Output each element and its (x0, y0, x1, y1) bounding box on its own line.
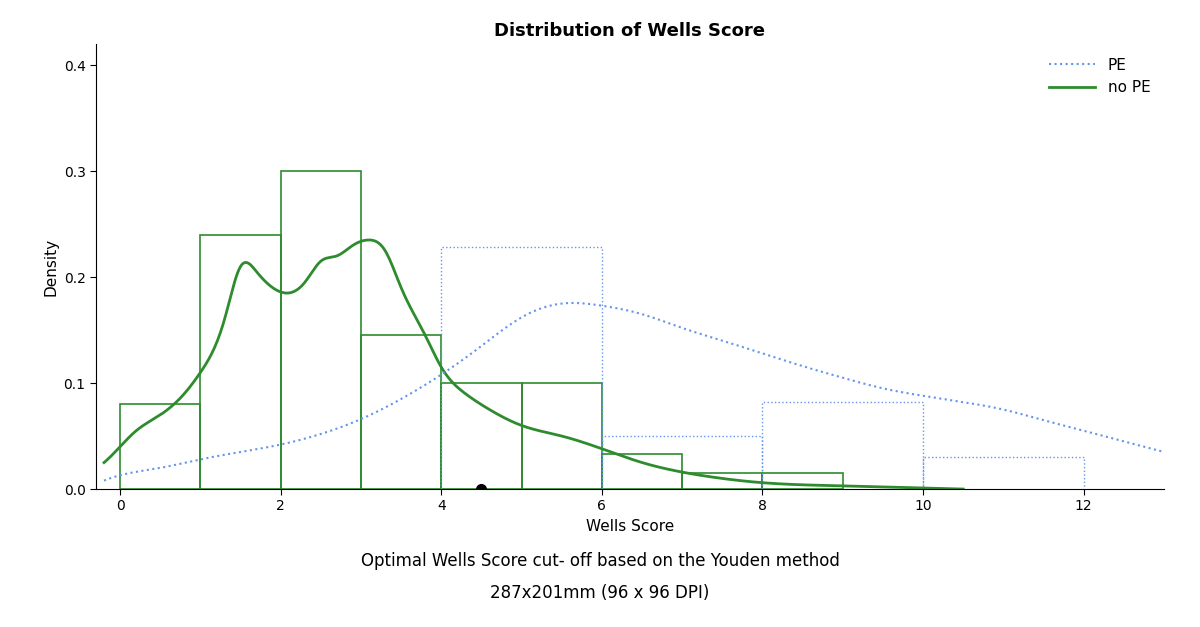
Bar (200, 234, 281, 489)
Bar (602, 454, 682, 489)
Bar (682, 473, 762, 489)
Legend: PE, no PE: PE, no PE (1043, 51, 1157, 102)
Title: Distribution of Wells Score: Distribution of Wells Score (494, 21, 766, 40)
Bar (522, 383, 602, 489)
Bar (442, 383, 522, 489)
Text: 287x201mm (96 x 96 DPI): 287x201mm (96 x 96 DPI) (491, 584, 709, 601)
Bar (120, 404, 200, 489)
X-axis label: Wells Score: Wells Score (586, 519, 674, 534)
Bar (361, 335, 442, 489)
Bar (762, 473, 842, 489)
Text: Optimal Wells Score cut- off based on the Youden method: Optimal Wells Score cut- off based on th… (360, 552, 840, 570)
Y-axis label: Density: Density (43, 238, 58, 295)
Bar (281, 171, 361, 489)
